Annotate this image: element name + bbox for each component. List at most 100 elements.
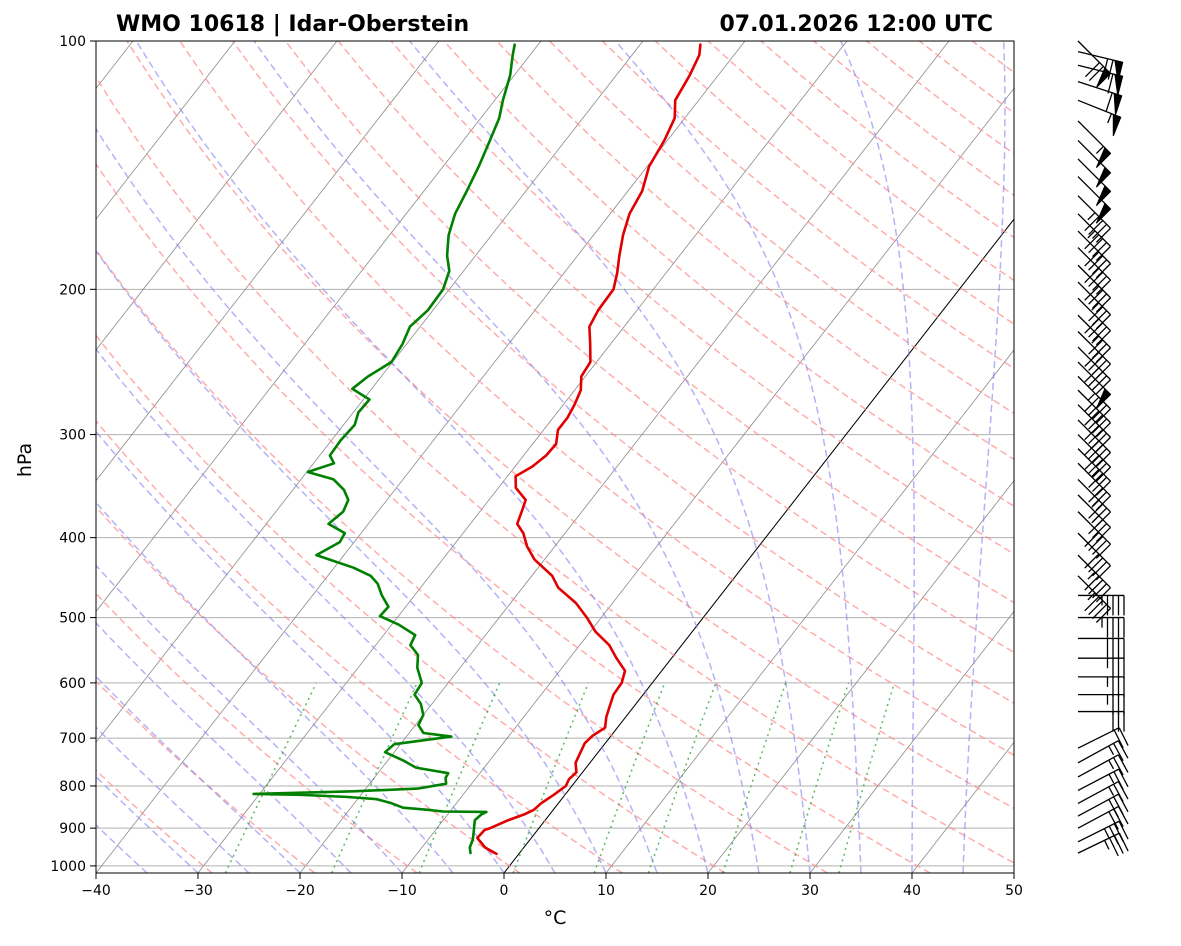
wind-barb-flag bbox=[1095, 66, 1112, 89]
dry-adiabat-line bbox=[601, 41, 1014, 370]
wind-barb bbox=[1077, 195, 1111, 243]
series-line-1 bbox=[476, 43, 702, 856]
x-tick-label: 20 bbox=[699, 883, 717, 899]
wind-barb-full bbox=[1113, 729, 1124, 749]
wind-barb bbox=[1077, 64, 1124, 96]
wind-barb bbox=[1077, 361, 1112, 410]
y-tick-label: 100 bbox=[59, 34, 86, 50]
moist-adiabat-line bbox=[96, 726, 250, 873]
wind-barb bbox=[1077, 99, 1122, 137]
wind-barb-staff bbox=[1077, 780, 1119, 805]
wind-barb-full bbox=[1095, 511, 1111, 527]
x-axis-label: °C bbox=[544, 907, 567, 929]
wind-barb-full bbox=[1092, 310, 1108, 326]
isotherm-line bbox=[96, 41, 236, 220]
moist-adiabat-line bbox=[615, 41, 862, 873]
wind-barb-full bbox=[1084, 234, 1100, 250]
wind-barb bbox=[1077, 494, 1111, 543]
dry-adiabat-line bbox=[96, 769, 213, 873]
wind-barb-full bbox=[1084, 396, 1100, 412]
wind-barb-full bbox=[1095, 314, 1111, 330]
dry-adiabat-line bbox=[96, 419, 623, 873]
wind-barb bbox=[1077, 404, 1111, 452]
isotherm-line bbox=[96, 41, 440, 482]
wind-barb-half bbox=[1103, 840, 1110, 850]
wind-barb-half bbox=[1087, 212, 1096, 221]
y-tick-label: 500 bbox=[59, 611, 86, 627]
wind-barb-full bbox=[1084, 285, 1100, 301]
wind-barb bbox=[1077, 554, 1111, 603]
wind-barb-full bbox=[1088, 600, 1104, 616]
wind-barb-full bbox=[1092, 293, 1108, 309]
wind-barb bbox=[1077, 532, 1111, 581]
mixing-ratio-line bbox=[647, 682, 717, 873]
wind-barb-full bbox=[1092, 359, 1108, 375]
x-tick-label: 10 bbox=[597, 883, 615, 899]
wind-barb-staff bbox=[1077, 195, 1111, 229]
dry-adiabat-line bbox=[96, 334, 726, 873]
wind-barb-staff bbox=[1077, 575, 1111, 609]
wind-barb bbox=[1077, 768, 1129, 791]
wind-barb-half bbox=[1091, 302, 1100, 311]
isotherm-line bbox=[1116, 41, 1181, 873]
wind-barb-staff bbox=[1077, 419, 1111, 453]
wind-barb bbox=[1077, 264, 1111, 313]
y-tick-label: 400 bbox=[59, 531, 86, 547]
wind-barb-staff bbox=[1077, 832, 1120, 854]
moist-adiabat-line bbox=[840, 41, 915, 873]
wind-barb-flag bbox=[1095, 166, 1112, 188]
wind-barb bbox=[1077, 158, 1112, 206]
wind-barb-staff bbox=[1077, 462, 1111, 497]
profile-series bbox=[252, 43, 702, 856]
isotherm-line bbox=[299, 41, 950, 873]
dry-adiabat-line bbox=[496, 41, 1014, 461]
zero-isotherm-line bbox=[503, 218, 1014, 873]
wind-barb bbox=[1077, 213, 1111, 261]
wind-barb-full bbox=[1084, 454, 1100, 471]
wind-barb-staff bbox=[1077, 494, 1111, 528]
x-tick-label: 50 bbox=[1005, 883, 1023, 899]
wind-barb-half bbox=[1108, 773, 1115, 784]
wind-barb-half bbox=[1095, 145, 1104, 154]
isotherm-line bbox=[401, 87, 1014, 873]
wind-barb-full bbox=[1084, 575, 1100, 591]
wind-barb-staff bbox=[1077, 754, 1119, 778]
wind-barb-staff bbox=[1077, 554, 1111, 589]
wind-barb-full bbox=[1117, 740, 1129, 759]
wind-barb-flag bbox=[1095, 202, 1112, 224]
wind-barb-half bbox=[1104, 58, 1109, 69]
moist-adiabat-line bbox=[96, 348, 556, 873]
wind-barb-full bbox=[1092, 259, 1108, 275]
series-line-2 bbox=[252, 43, 516, 855]
wind-barb-full bbox=[1088, 472, 1104, 488]
wind-barb bbox=[1077, 740, 1129, 764]
wind-barb-full bbox=[1113, 783, 1124, 803]
moist-adiabat-line bbox=[96, 675, 301, 873]
wind-barb-staff bbox=[1077, 448, 1111, 482]
x-tick-label: −30 bbox=[183, 883, 213, 899]
moist-adiabat-line bbox=[135, 41, 709, 873]
wind-barb-half bbox=[1087, 592, 1096, 601]
y-tick-label: 600 bbox=[59, 676, 86, 692]
y-tick-label: 300 bbox=[59, 428, 86, 444]
wind-barb-half bbox=[1087, 571, 1096, 580]
wind-barb-full bbox=[1092, 523, 1108, 539]
wind-barb-half bbox=[1103, 828, 1110, 838]
x-tick-label: −40 bbox=[81, 883, 111, 899]
wind-barb-full bbox=[1088, 339, 1104, 355]
wind-barb bbox=[1077, 727, 1129, 749]
wind-barb-full bbox=[1092, 326, 1108, 342]
wind-barb-full bbox=[1092, 375, 1108, 391]
wind-barb-full bbox=[1088, 428, 1104, 445]
wind-barb-full bbox=[1088, 458, 1104, 474]
wind-barb-half bbox=[1108, 786, 1115, 796]
wind-barb-full bbox=[1095, 480, 1111, 496]
wind-barb-staff bbox=[1077, 213, 1111, 247]
moist-adiabat-line bbox=[96, 564, 403, 873]
dry-adiabat-line bbox=[390, 41, 1014, 555]
wind-barb bbox=[1078, 616, 1125, 638]
wind-barb-full bbox=[1092, 539, 1108, 555]
wind-barb bbox=[1077, 297, 1111, 346]
